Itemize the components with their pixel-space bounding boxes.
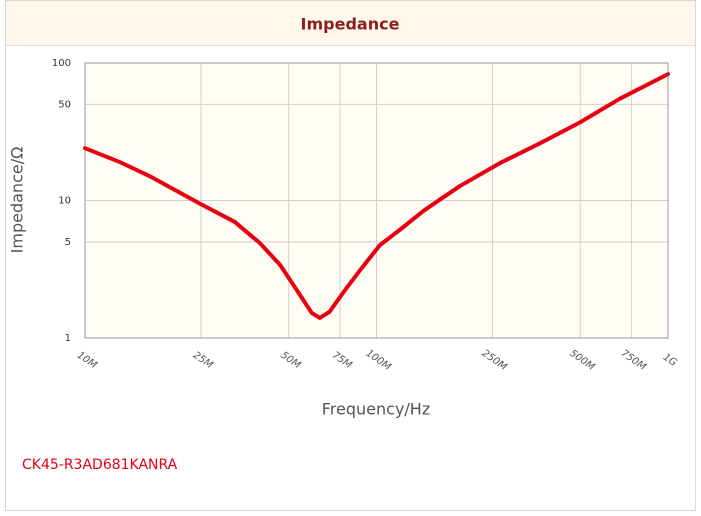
y-tick-label: 1 [65,333,71,344]
y-tick-label: 50 [58,99,71,110]
y-tick-label: 5 [65,237,71,248]
y-axis-label: Impedance/Ω [8,147,27,254]
plot-border [84,62,669,339]
header-bar [6,1,695,45]
x-axis-label: Frequency/Hz [322,400,430,419]
chart-title: Impedance [301,15,400,34]
impedance-line [83,72,670,320]
y-tick-label: 100 [52,58,71,69]
y-tick-label: 10 [58,196,71,207]
part-number: CK45-R3AD681KANRA [22,457,178,473]
